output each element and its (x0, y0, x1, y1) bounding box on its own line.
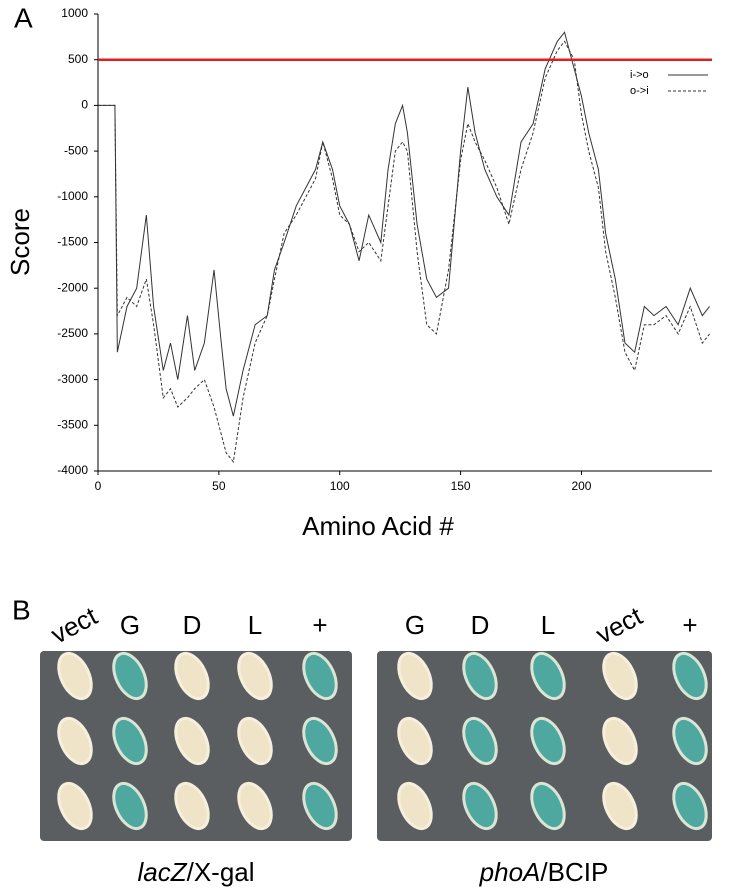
colony (530, 651, 566, 701)
caption-part: lacZ (137, 857, 187, 887)
column-label: + (682, 610, 697, 640)
colony (302, 651, 338, 701)
colony (57, 651, 93, 701)
column-label: L (248, 610, 262, 640)
y-tick-label: -500 (64, 143, 88, 157)
x-tick-label: 50 (212, 479, 226, 493)
x-axis-label: Amino Acid # (302, 511, 454, 541)
colony (112, 651, 148, 701)
legend-label: i->o (630, 69, 649, 81)
y-tick-label: 500 (68, 52, 88, 66)
colony (530, 781, 566, 831)
caption-part: /X-gal (187, 857, 255, 887)
colony (672, 716, 708, 766)
colony (530, 716, 566, 766)
column-label: vect (591, 600, 648, 649)
y-tick-label: 1000 (61, 6, 88, 20)
colony (112, 716, 148, 766)
column-label: G (405, 610, 425, 640)
colony (57, 781, 93, 831)
y-axis-label: Score (5, 208, 35, 276)
legend-label: o->i (630, 85, 649, 97)
y-tick-label: -3000 (57, 372, 88, 386)
column-label: D (471, 610, 490, 640)
colony (672, 781, 708, 831)
y-tick-label: -3500 (57, 417, 88, 431)
y-tick-label: -2000 (57, 280, 88, 294)
y-tick-label: -4000 (57, 463, 88, 477)
column-label: vect (46, 600, 103, 649)
series-line (98, 31, 710, 417)
colony (462, 781, 498, 831)
colony (302, 781, 338, 831)
colony (237, 651, 273, 701)
colony (174, 651, 210, 701)
x-tick-label: 200 (571, 479, 591, 493)
colony (174, 781, 210, 831)
plate-caption: lacZ/X-gal (137, 857, 254, 887)
colony (57, 716, 93, 766)
colony (672, 651, 708, 701)
column-label: D (183, 610, 202, 640)
colony (397, 781, 433, 831)
colony (462, 651, 498, 701)
y-tick-label: -1000 (57, 189, 88, 203)
colony (237, 781, 273, 831)
x-tick-label: 100 (330, 479, 350, 493)
plate-caption: phoA/BCIP (479, 857, 609, 887)
caption-part: phoA (479, 857, 541, 887)
x-tick-label: 0 (95, 479, 102, 493)
y-tick-label: -1500 (57, 235, 88, 249)
y-tick-label: 0 (81, 98, 88, 112)
y-tick-label: -2500 (57, 326, 88, 340)
series-line (98, 40, 710, 464)
column-label: + (312, 610, 327, 640)
panel-label: A (14, 2, 33, 33)
colony (602, 781, 638, 831)
colony (602, 651, 638, 701)
colony (237, 716, 273, 766)
colony (174, 716, 210, 766)
colony (602, 716, 638, 766)
caption-part: /BCIP (540, 857, 608, 887)
x-tick-label: 150 (451, 479, 471, 493)
colony (302, 716, 338, 766)
column-label: L (541, 610, 555, 640)
colony (112, 781, 148, 831)
colony (397, 651, 433, 701)
colony (462, 716, 498, 766)
colony (397, 716, 433, 766)
column-label: G (120, 610, 140, 640)
panel-label: B (12, 594, 31, 625)
